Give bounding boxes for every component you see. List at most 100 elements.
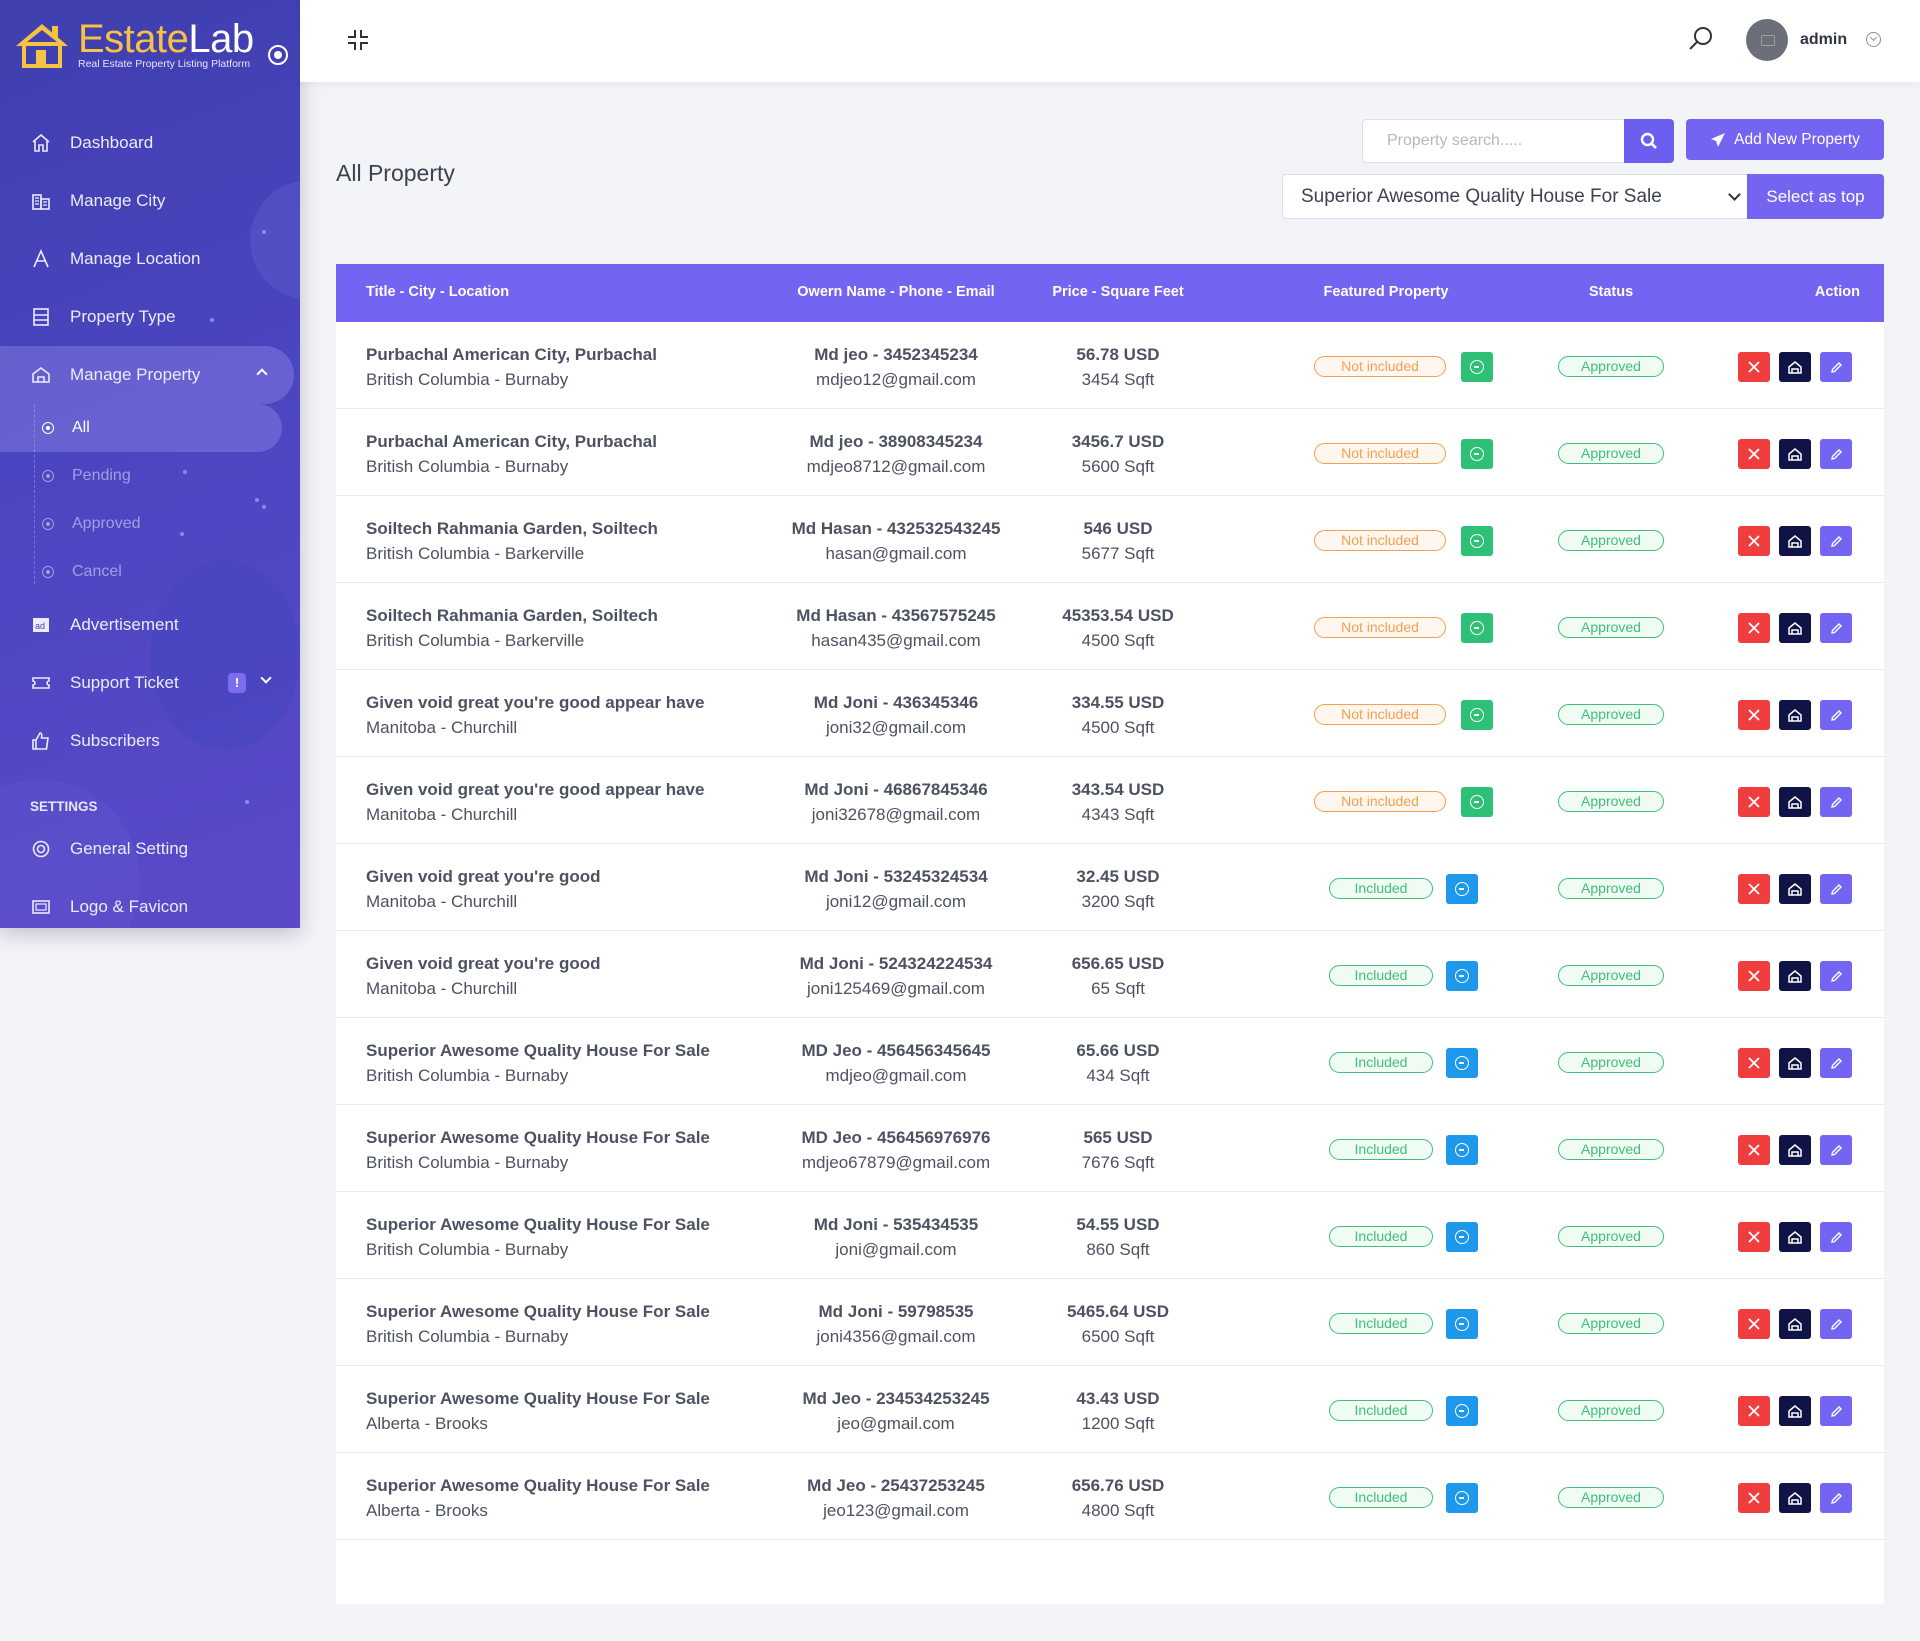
toggle-featured-button[interactable]	[1446, 1048, 1478, 1078]
toggle-featured-button[interactable]	[1446, 961, 1478, 991]
sidebar-item-support-ticket[interactable]: Support Ticket !	[0, 654, 300, 712]
edit-button[interactable]	[1820, 613, 1852, 643]
sidebar-subitem-cancel[interactable]: Cancel	[0, 548, 300, 596]
toggle-featured-button[interactable]	[1446, 1483, 1478, 1513]
toggle-featured-button[interactable]	[1461, 700, 1493, 730]
edit-button[interactable]	[1820, 352, 1852, 382]
delete-button[interactable]	[1738, 1048, 1770, 1078]
view-button[interactable]	[1779, 1483, 1811, 1513]
edit-button[interactable]	[1820, 874, 1852, 904]
sidebar-subitem-pending[interactable]: Pending	[0, 452, 300, 500]
edit-button[interactable]	[1820, 700, 1852, 730]
property-title[interactable]: Purbachal American City, Purbachal	[366, 345, 657, 364]
view-button[interactable]	[1779, 526, 1811, 556]
property-title[interactable]: Purbachal American City, Purbachal	[366, 432, 657, 451]
delete-button[interactable]	[1738, 1135, 1770, 1165]
property-title[interactable]: Superior Awesome Quality House For Sale	[366, 1302, 710, 1321]
edit-button[interactable]	[1820, 1396, 1852, 1426]
close-icon	[1748, 535, 1760, 547]
edit-button[interactable]	[1820, 1483, 1852, 1513]
column-header: Price - Square Feet	[1052, 284, 1184, 300]
sidebar-item-manage-property[interactable]: Manage Property	[0, 346, 294, 404]
property-title[interactable]: Superior Awesome Quality House For Sale	[366, 1389, 710, 1408]
sidebar-item-manage-location[interactable]: Manage Location	[0, 230, 300, 288]
delete-button[interactable]	[1738, 787, 1770, 817]
view-button[interactable]	[1779, 700, 1811, 730]
sidebar-item-general-setting[interactable]: General Setting	[0, 820, 300, 878]
view-button[interactable]	[1779, 1135, 1811, 1165]
chevron-down-icon[interactable]	[1866, 32, 1881, 47]
toggle-featured-button[interactable]	[1461, 613, 1493, 643]
edit-button[interactable]	[1820, 961, 1852, 991]
property-title[interactable]: Superior Awesome Quality House For Sale	[366, 1476, 710, 1495]
featured-badge: Included	[1329, 1139, 1433, 1160]
property-title[interactable]: Given void great you're good appear have	[366, 693, 705, 712]
sidebar-item-property-type[interactable]: Property Type	[0, 288, 300, 346]
toggle-featured-button[interactable]	[1461, 787, 1493, 817]
edit-button[interactable]	[1820, 1309, 1852, 1339]
view-button[interactable]	[1779, 613, 1811, 643]
edit-button[interactable]	[1820, 526, 1852, 556]
property-title[interactable]: Given void great you're good	[366, 867, 601, 886]
toggle-featured-button[interactable]	[1461, 526, 1493, 556]
property-title[interactable]: Given void great you're good	[366, 954, 601, 973]
delete-button[interactable]	[1738, 1222, 1770, 1252]
view-button[interactable]	[1779, 1048, 1811, 1078]
property-title[interactable]: Soiltech Rahmania Garden, Soiltech	[366, 519, 658, 538]
toggle-featured-button[interactable]	[1461, 439, 1493, 469]
view-button[interactable]	[1779, 1222, 1811, 1252]
toggle-featured-button[interactable]	[1446, 1396, 1478, 1426]
delete-button[interactable]	[1738, 874, 1770, 904]
house-icon	[1788, 969, 1802, 983]
delete-button[interactable]	[1738, 961, 1770, 991]
view-button[interactable]	[1779, 874, 1811, 904]
edit-button[interactable]	[1820, 787, 1852, 817]
delete-button[interactable]	[1738, 526, 1770, 556]
toggle-featured-button[interactable]	[1446, 1135, 1478, 1165]
sidebar-item-logo-favicon[interactable]: Logo & Favicon	[0, 878, 300, 928]
toggle-featured-button[interactable]	[1446, 1309, 1478, 1339]
property-title[interactable]: Soiltech Rahmania Garden, Soiltech	[366, 606, 658, 625]
select-as-top-button[interactable]: Select as top	[1747, 174, 1884, 219]
edit-button[interactable]	[1820, 439, 1852, 469]
brand-logo[interactable]: EstateLab Real Estate Property Listing P…	[12, 18, 254, 70]
delete-button[interactable]	[1738, 352, 1770, 382]
property-search-input[interactable]	[1362, 119, 1624, 163]
add-new-property-button[interactable]: Add New Property	[1686, 119, 1884, 160]
delete-button[interactable]	[1738, 613, 1770, 643]
delete-button[interactable]	[1738, 1483, 1770, 1513]
edit-button[interactable]	[1820, 1048, 1852, 1078]
sidebar-subitem-all[interactable]: All	[0, 404, 282, 452]
search-icon[interactable]	[1688, 26, 1714, 52]
view-button[interactable]	[1779, 961, 1811, 991]
property-select[interactable]: Superior Awesome Quality House For Sale	[1282, 174, 1748, 219]
sidebar-item-advertisement[interactable]: ad Advertisement	[0, 596, 300, 654]
collapse-icon[interactable]	[346, 28, 370, 52]
toggle-featured-button[interactable]	[1446, 1222, 1478, 1252]
view-button[interactable]	[1779, 439, 1811, 469]
avatar[interactable]	[1746, 19, 1788, 61]
sidebar-item-subscribers[interactable]: Subscribers	[0, 712, 300, 770]
property-title[interactable]: Given void great you're good appear have	[366, 780, 705, 799]
view-button[interactable]	[1779, 787, 1811, 817]
edit-button[interactable]	[1820, 1135, 1852, 1165]
sidebar-item-dashboard[interactable]: Dashboard	[0, 114, 300, 172]
delete-button[interactable]	[1738, 1396, 1770, 1426]
toggle-featured-button[interactable]	[1461, 352, 1493, 382]
delete-button[interactable]	[1738, 700, 1770, 730]
property-title[interactable]: Superior Awesome Quality House For Sale	[366, 1215, 710, 1234]
toggle-featured-button[interactable]	[1446, 874, 1478, 904]
view-button[interactable]	[1779, 352, 1811, 382]
sidebar-subitem-approved[interactable]: Approved	[0, 500, 300, 548]
sidebar-toggle-button[interactable]	[268, 45, 288, 65]
delete-button[interactable]	[1738, 439, 1770, 469]
search-button[interactable]	[1624, 119, 1674, 163]
sidebar-item-manage-city[interactable]: Manage City	[0, 172, 300, 230]
delete-button[interactable]	[1738, 1309, 1770, 1339]
edit-button[interactable]	[1820, 1222, 1852, 1252]
view-button[interactable]	[1779, 1309, 1811, 1339]
view-button[interactable]	[1779, 1396, 1811, 1426]
property-title[interactable]: Superior Awesome Quality House For Sale	[366, 1128, 710, 1147]
user-name[interactable]: admin	[1800, 31, 1848, 48]
property-title[interactable]: Superior Awesome Quality House For Sale	[366, 1041, 710, 1060]
